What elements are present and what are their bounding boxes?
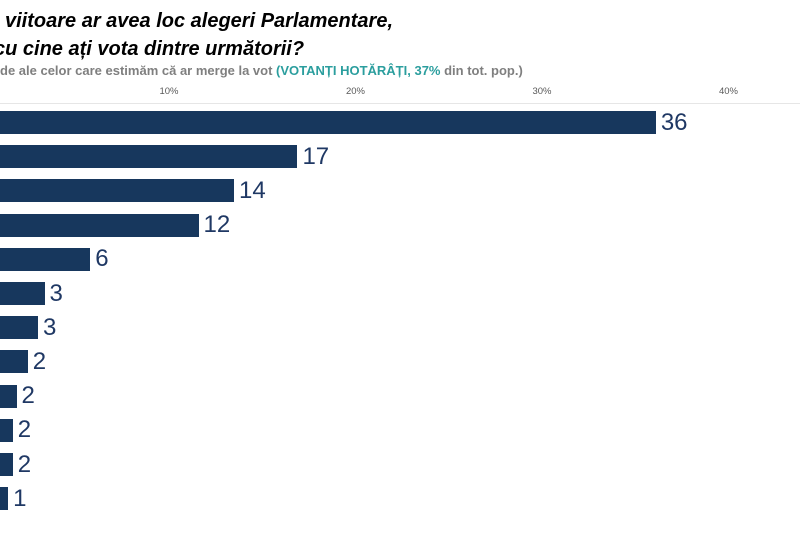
bar-value-label: 12	[203, 211, 231, 239]
bar	[0, 418, 13, 442]
x-axis-tick: 40%	[718, 86, 738, 97]
bar	[0, 213, 199, 237]
chart-title-line1: viitoare ar avea loc alegeri Parlamentar…	[5, 10, 393, 32]
bar	[0, 282, 45, 305]
bar	[0, 111, 656, 134]
bar	[0, 350, 28, 374]
bar-value-label: 6	[95, 245, 109, 273]
x-axis-tick: 30%	[532, 86, 552, 97]
bar-value-label: 2	[21, 382, 35, 410]
chart-subtitle-prefix: de ale celor care estimăm că ar merge la…	[0, 63, 277, 78]
chart-title-line2: cu cine ați vota dintre următorii?	[0, 38, 305, 60]
bar-value-label: 2	[17, 416, 32, 444]
x-axis-tick: 20%	[345, 86, 365, 97]
bar	[0, 487, 9, 511]
x-axis-line	[0, 103, 800, 104]
chart-subtitle-highlight: (VOTANȚI HOTĂRÂȚI, 37%	[276, 63, 441, 78]
chart-subtitle-suffix: din tot. pop.)	[440, 63, 523, 78]
bar	[0, 453, 13, 476]
bar-value-label: 36	[660, 108, 688, 136]
bar-value-label: 3	[49, 279, 63, 307]
bar-value-label: 2	[17, 450, 32, 478]
bar	[0, 316, 38, 340]
bar-value-label: 17	[302, 142, 330, 170]
x-axis-tick: 10%	[159, 86, 179, 97]
bar-value-label: 3	[42, 313, 57, 341]
bar	[0, 247, 91, 271]
bar	[0, 384, 17, 408]
chart-subtitle: de ale celor care estimăm că ar merge la…	[0, 63, 523, 78]
bar-value-label: 14	[238, 176, 266, 204]
bar	[0, 179, 234, 203]
bar-value-label: 1	[13, 484, 27, 512]
bar	[0, 145, 298, 169]
bar-value-label: 2	[32, 347, 47, 375]
